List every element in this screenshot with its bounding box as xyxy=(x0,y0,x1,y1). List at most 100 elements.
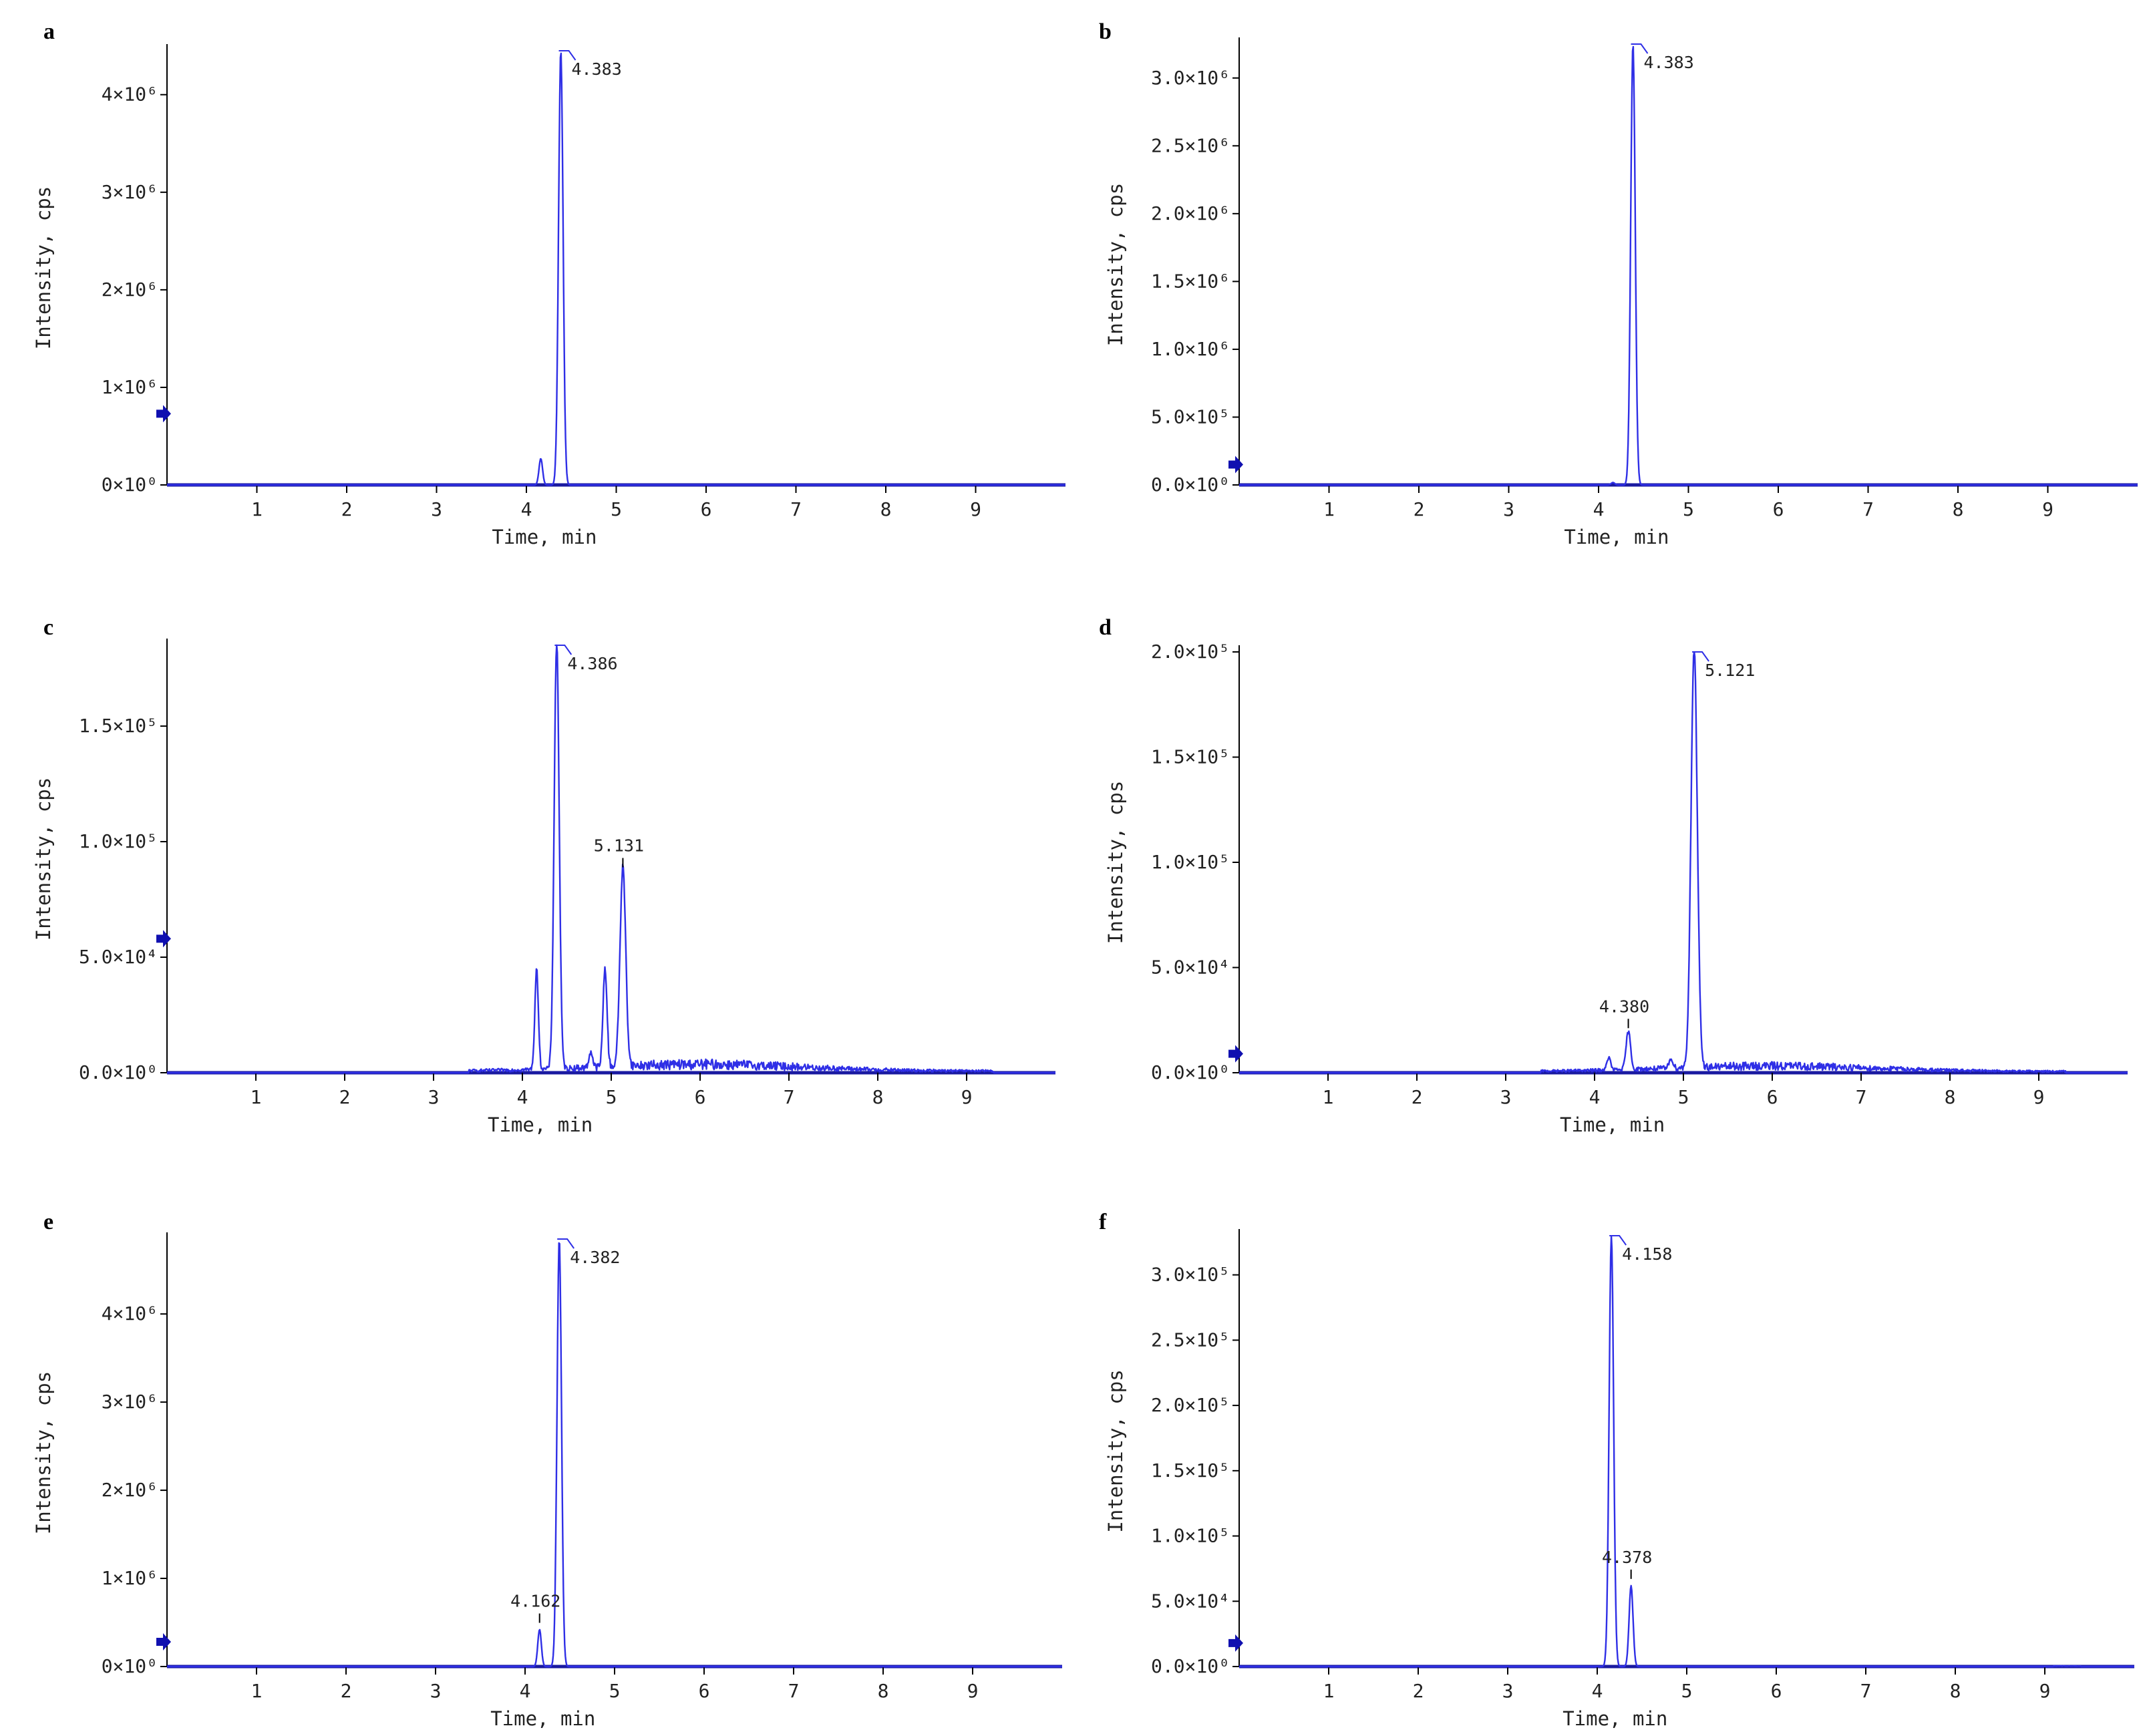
threshold-marker-icon xyxy=(156,1633,171,1651)
y-tick-label: 0.0×10⁰ xyxy=(1151,1655,1230,1677)
x-axis-title: Time, min xyxy=(1560,1113,1665,1136)
y-tick-label: 1.5×10⁵ xyxy=(1151,1459,1230,1482)
x-tick-label: 6 xyxy=(695,1086,706,1108)
peak-label: 4.383 xyxy=(1644,53,1694,72)
chart-panel-a: a 1 2 3 4 5 6 7 8 9 0×10⁰ 1×10⁶ 2×10⁶ 3×10⁶ 4×10⁶ Time,… xyxy=(32,19,1066,548)
peak-cap xyxy=(1609,1235,1627,1246)
x-tick-label: 2 xyxy=(1413,1680,1424,1702)
panel-letter: f xyxy=(1099,1210,1107,1234)
y-tick-label: 3.0×10⁵ xyxy=(1151,1264,1230,1286)
x-tick-label: 5 xyxy=(1683,498,1694,520)
x-tick-label: 7 xyxy=(784,1086,795,1108)
x-tick-label: 8 xyxy=(1945,1086,1956,1108)
x-tick-label: 7 xyxy=(1862,498,1874,520)
chart-panel-d: d 1 2 3 4 5 6 7 8 9 0.0×10⁰ 5.0×10⁴ 1.0×10⁵ 1.5×10⁵ 2.… xyxy=(1099,615,2128,1136)
x-tick-label: 2 xyxy=(339,1086,351,1108)
x-tick-label: 2 xyxy=(341,1680,352,1702)
x-tick-label: 8 xyxy=(1953,498,1964,520)
x-tick-label: 4 xyxy=(520,1680,531,1702)
x-tick-label: 4 xyxy=(521,498,532,520)
y-tick-label: 5.0×10⁴ xyxy=(79,946,158,968)
y-axis-title: Intensity, cps xyxy=(32,1371,55,1534)
x-axis-title: Time, min xyxy=(492,526,597,548)
chart-panel-c: c 1 2 3 4 5 6 7 8 9 0.0×10⁰ 5.0×10⁴ 1.0×10⁵ 1.5×10⁵ Ti… xyxy=(32,615,1056,1136)
peak-label: 4.162 xyxy=(510,1592,560,1611)
x-tick-label: 7 xyxy=(790,498,802,520)
y-tick-label: 0×10⁰ xyxy=(102,1655,158,1677)
x-axis-title: Time, min xyxy=(1564,526,1669,548)
y-tick-label: 0×10⁰ xyxy=(102,474,158,496)
chromatogram-trace xyxy=(1239,45,2138,486)
y-tick-label: 3.0×10⁶ xyxy=(1151,67,1230,89)
peak-cap xyxy=(557,1238,575,1249)
y-tick-label: 1×10⁶ xyxy=(102,376,158,398)
x-tick-label: 9 xyxy=(961,1086,973,1108)
y-axis-title: Intensity, cps xyxy=(1104,183,1127,346)
x-tick-label: 1 xyxy=(1323,1680,1335,1702)
y-tick-label: 1.5×10⁵ xyxy=(1151,746,1230,768)
x-tick-label: 3 xyxy=(430,1680,442,1702)
chromatogram-trace xyxy=(1239,1235,2135,1668)
threshold-marker-icon xyxy=(1228,1045,1243,1063)
x-tick-label: 3 xyxy=(428,1086,440,1108)
x-tick-label: 8 xyxy=(880,498,892,520)
x-tick-label: 7 xyxy=(1856,1086,1867,1108)
x-tick-label: 5 xyxy=(1678,1086,1689,1108)
chart-panel-b: b 1 2 3 4 5 6 7 8 9 0.0×10⁰ 5.0×10⁵ 1.0×10⁶ 1.5×10⁶ 2.… xyxy=(1099,19,2138,548)
y-axis-title: Intensity, cps xyxy=(1104,781,1127,944)
y-tick-label: 2.5×10⁵ xyxy=(1151,1329,1230,1351)
y-axis-title: Intensity, cps xyxy=(32,186,55,349)
peak-label: 4.386 xyxy=(567,654,617,673)
y-tick-label: 1×10⁶ xyxy=(102,1567,158,1589)
y-tick-label: 2×10⁶ xyxy=(102,1479,158,1501)
x-tick-label: 6 xyxy=(699,1680,710,1702)
peak-label: 4.158 xyxy=(1622,1244,1672,1264)
x-tick-label: 6 xyxy=(1773,498,1784,520)
chart-panel-f: f 1 2 3 4 5 6 7 8 9 0.0×10⁰ 5.0×10⁴ 1.0×10⁵ 1.5×10⁵ 2.… xyxy=(1099,1210,2135,1730)
x-tick-label: 8 xyxy=(872,1086,884,1108)
y-tick-label: 2.0×10⁶ xyxy=(1151,202,1230,224)
y-tick-label: 2.5×10⁶ xyxy=(1151,134,1230,156)
peak-label: 4.380 xyxy=(1599,997,1649,1016)
peak-label: 4.378 xyxy=(1602,1548,1652,1567)
x-tick-label: 3 xyxy=(431,498,442,520)
y-tick-label: 1.0×10⁶ xyxy=(1151,338,1230,360)
x-tick-label: 7 xyxy=(1860,1680,1872,1702)
peak-cap xyxy=(1692,651,1709,662)
x-tick-label: 6 xyxy=(1771,1680,1782,1702)
x-tick-label: 5 xyxy=(606,1086,617,1108)
x-tick-label: 1 xyxy=(251,1086,262,1108)
threshold-marker-icon xyxy=(156,930,171,948)
x-tick-label: 7 xyxy=(788,1680,800,1702)
x-tick-label: 1 xyxy=(1323,498,1335,520)
y-tick-label: 2.0×10⁵ xyxy=(1151,1394,1230,1416)
chart-panel-e: e 1 2 3 4 5 6 7 8 9 0×10⁰ 1×10⁶ 2×10⁶ 3×10⁶ 4×10⁶ Time,… xyxy=(32,1210,1063,1730)
threshold-marker-icon xyxy=(1228,456,1243,474)
x-axis-title: Time, min xyxy=(488,1113,593,1136)
x-tick-label: 9 xyxy=(2033,1086,2045,1108)
y-tick-label: 0.0×10⁰ xyxy=(79,1061,158,1083)
x-tick-label: 5 xyxy=(609,1680,621,1702)
chromatogram-trace xyxy=(1239,651,2128,1074)
x-tick-label: 8 xyxy=(1950,1680,1961,1702)
y-tick-label: 4×10⁶ xyxy=(102,1303,158,1325)
x-tick-label: 4 xyxy=(517,1086,528,1108)
x-tick-label: 4 xyxy=(1592,1680,1603,1702)
y-tick-label: 1.0×10⁵ xyxy=(1151,851,1230,873)
x-tick-label: 6 xyxy=(701,498,712,520)
x-tick-label: 5 xyxy=(1681,1680,1693,1702)
x-tick-label: 3 xyxy=(1502,1680,1514,1702)
y-tick-label: 5.0×10⁴ xyxy=(1151,1590,1230,1612)
x-tick-label: 1 xyxy=(251,1680,263,1702)
x-tick-label: 9 xyxy=(2039,1680,2051,1702)
y-axis-title: Intensity, cps xyxy=(1104,1369,1127,1532)
x-tick-label: 4 xyxy=(1589,1086,1601,1108)
y-tick-label: 5.0×10⁵ xyxy=(1151,405,1230,427)
x-tick-label: 6 xyxy=(1767,1086,1778,1108)
y-tick-label: 0.0×10⁰ xyxy=(1151,474,1230,496)
y-axis-title: Intensity, cps xyxy=(32,777,55,940)
y-tick-label: 4×10⁶ xyxy=(102,83,158,106)
x-axis-title: Time, min xyxy=(490,1707,595,1730)
x-tick-label: 9 xyxy=(2042,498,2053,520)
x-tick-label: 5 xyxy=(611,498,622,520)
